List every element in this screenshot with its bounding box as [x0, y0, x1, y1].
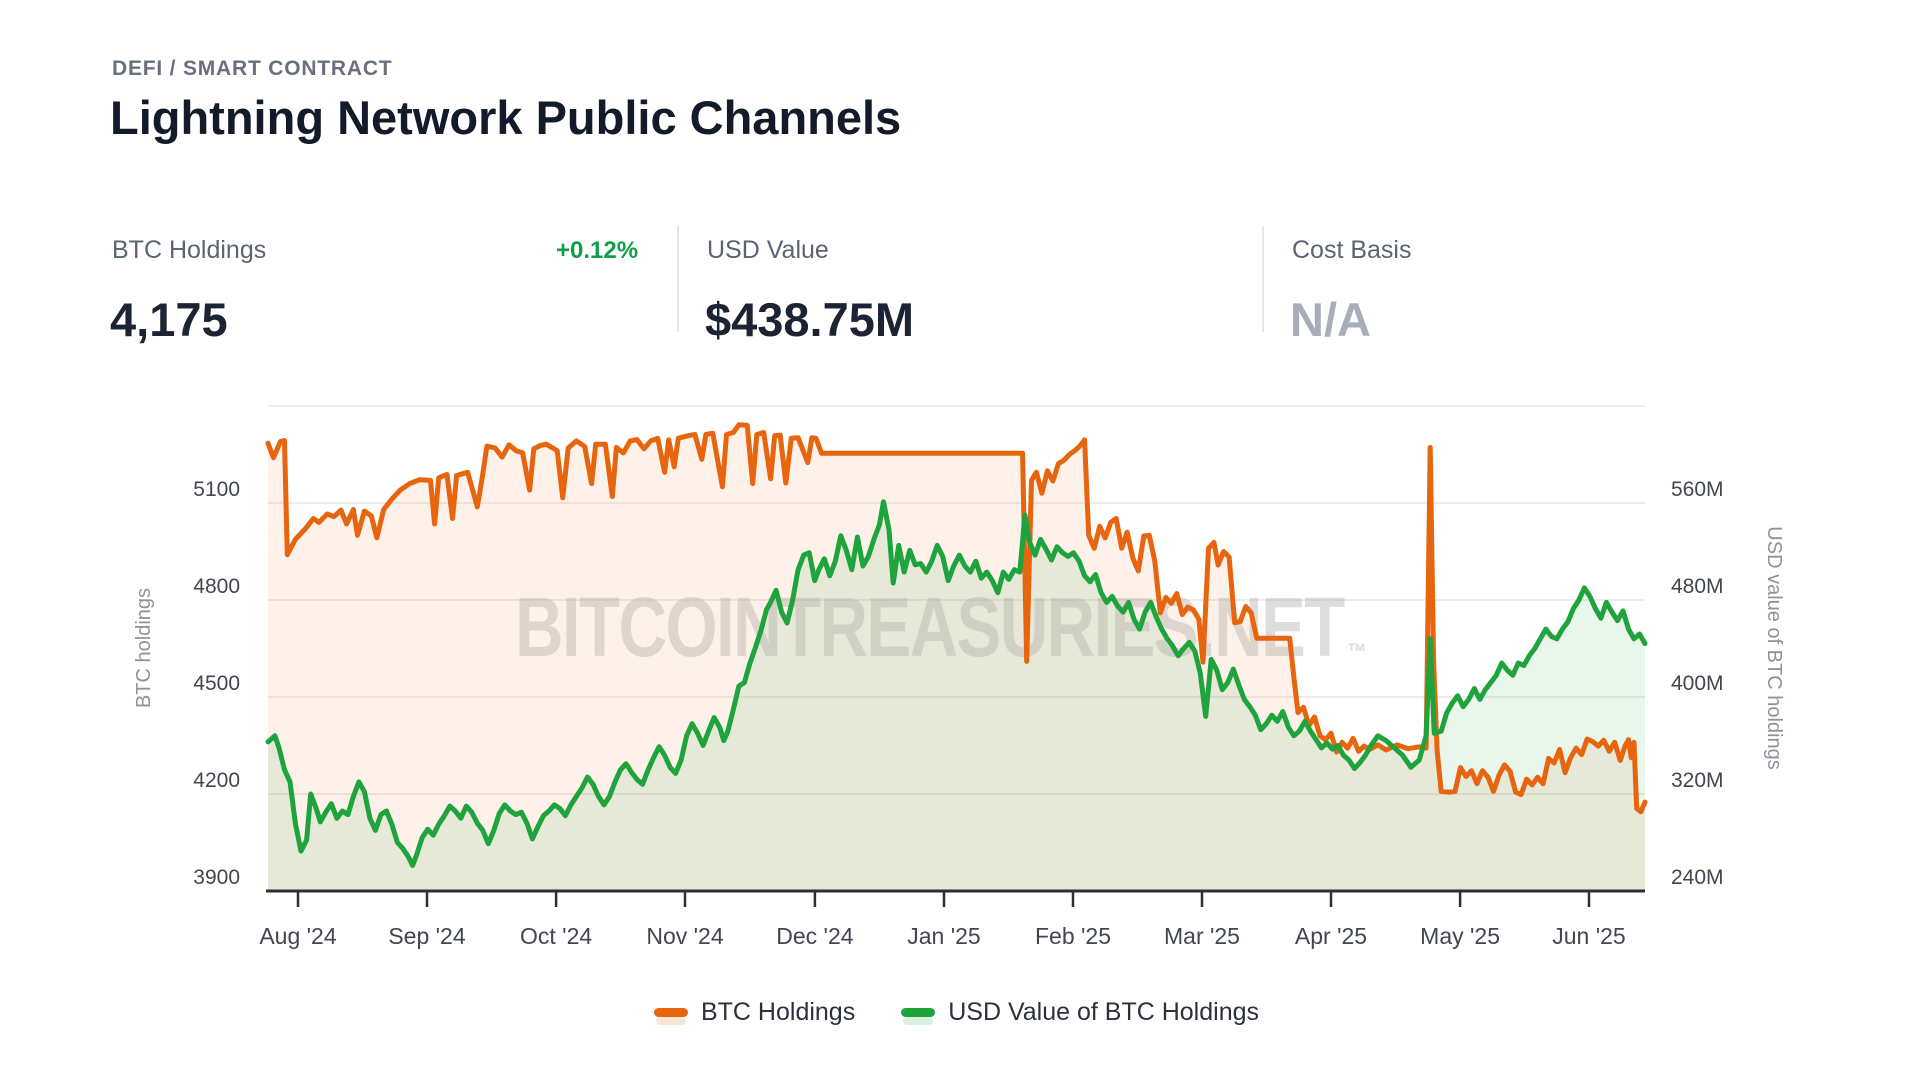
chart-legend: BTC Holdings USD Value of BTC Holdings: [268, 998, 1645, 1027]
left-tick-label: 4500: [193, 672, 240, 695]
right-tick-label: 480M: [1671, 575, 1724, 598]
x-tick-label: Jan '25: [907, 923, 980, 949]
right-tick-label: 320M: [1671, 769, 1724, 792]
x-tick-label: Mar '25: [1164, 923, 1240, 949]
btc-holdings-value: 4,175: [110, 293, 228, 346]
x-tick-label: Dec '24: [776, 923, 853, 949]
right-tick-label: 240M: [1671, 866, 1724, 889]
legend-item-usd-value[interactable]: USD Value of BTC Holdings: [901, 998, 1259, 1027]
btc-holdings-line: [265, 422, 1648, 815]
stat-divider: [1262, 226, 1264, 332]
change-badge: +0.12%: [556, 237, 639, 264]
x-tick-label: Sep '24: [388, 923, 465, 949]
left-axis-title: BTC holdings: [133, 588, 155, 708]
btc-holdings-area: [268, 424, 1645, 891]
watermark: BITCOINTREASURIES.NET ™: [515, 581, 1365, 675]
usd-line-swatch-icon: [901, 1008, 936, 1025]
x-tick-label: May '25: [1420, 923, 1500, 949]
legend-label: BTC Holdings: [700, 998, 856, 1026]
x-tick-label: Feb '25: [1035, 923, 1111, 949]
x-tick-label: Oct '24: [520, 923, 592, 949]
btc-holdings-label: BTC Holdings: [112, 236, 267, 264]
usd-value-value: $438.75M: [705, 293, 915, 346]
stat-divider: [677, 226, 679, 332]
left-tick-label: 5100: [193, 478, 240, 501]
usd-value-label: USD Value: [707, 236, 829, 264]
cost-basis-value: N/A: [1290, 293, 1371, 346]
usd-value-line: [265, 499, 1648, 868]
page-title: Lightning Network Public Channels: [110, 91, 902, 144]
left-tick-label: 4800: [193, 575, 240, 598]
right-tick-label: 400M: [1671, 672, 1724, 695]
x-tick-label: Apr '25: [1295, 923, 1367, 949]
cost-basis-label: Cost Basis: [1292, 236, 1412, 264]
legend-item-btc-holdings[interactable]: BTC Holdings: [653, 998, 856, 1027]
btc-line-swatch-icon: [653, 1008, 688, 1025]
breadcrumb[interactable]: DEFI / SMART CONTRACT: [112, 57, 393, 80]
right-axis-title: USD value of BTC holdings: [1763, 526, 1785, 769]
x-tick-label: Jun '25: [1552, 923, 1625, 949]
left-tick-label: 4200: [193, 769, 240, 792]
legend-label: USD Value of BTC Holdings: [948, 998, 1259, 1026]
left-tick-label: 3900: [193, 866, 240, 889]
right-tick-label: 560M: [1671, 478, 1724, 501]
x-tick-label: Nov '24: [646, 923, 723, 949]
x-tick-label: Aug '24: [259, 923, 336, 949]
